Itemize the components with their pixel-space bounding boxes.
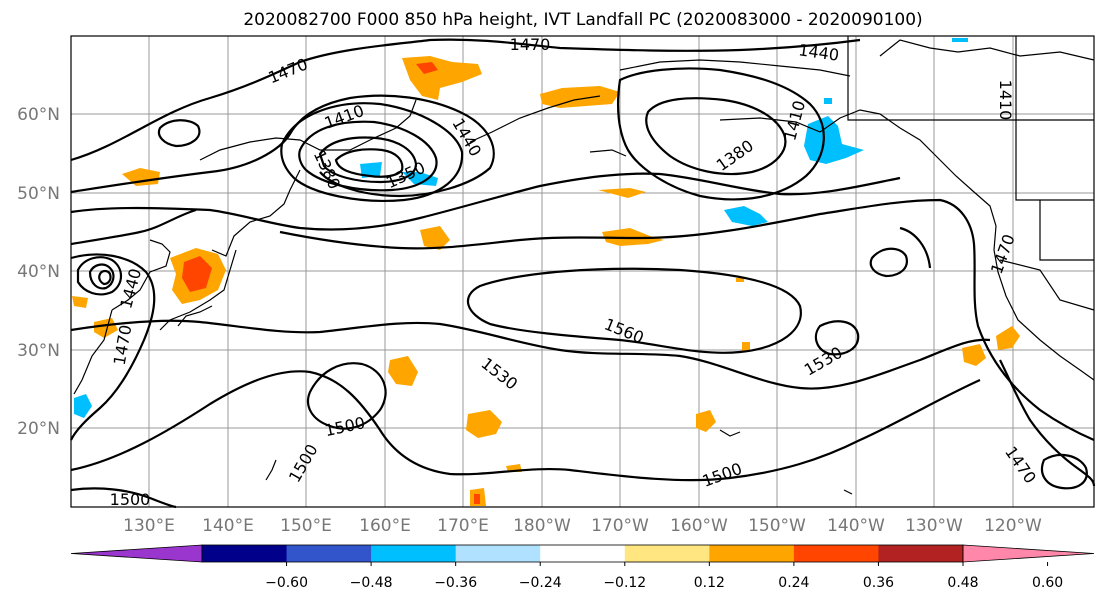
colorbar-bin	[540, 545, 626, 562]
lon-label: 170°E	[437, 516, 489, 536]
colorbar-tick-label: 0.60	[1032, 575, 1063, 591]
lon-label: 150°W	[748, 516, 806, 536]
ivt-positive-patches	[72, 56, 1020, 506]
colorbar-tick-label: −0.48	[350, 575, 393, 591]
latitude-labels: 60°N 50°N 40°N 30°N 20°N	[17, 105, 60, 439]
colorbar-outline	[201, 544, 964, 563]
lon-label: 170°W	[591, 516, 649, 536]
lon-label: 180°W	[513, 516, 571, 536]
contour-label: 1500	[110, 490, 151, 509]
map-panel: 1470 1470 1440 1440 1410 1380 1350 1410 …	[70, 35, 1096, 509]
colorbar-tick-label: −0.36	[434, 575, 477, 591]
lat-label: 60°N	[17, 105, 60, 125]
colorbar-tick-label: 0.12	[694, 575, 725, 591]
colorbar-bin	[878, 545, 964, 562]
lon-label: 150°E	[280, 516, 332, 536]
map-title: 2020082700 F000 850 hPa height, IVT Land…	[243, 10, 922, 30]
lon-label: 160°E	[359, 516, 411, 536]
colorbar-bin	[455, 545, 541, 562]
map-frame	[70, 35, 1095, 508]
contour-label: 1410	[996, 80, 1015, 121]
colorbar-tick-labels: −0.60 −0.48 −0.36 −0.24 −0.12 0.12 0.24 0.36 0.4…	[265, 562, 1063, 591]
longitude-labels: 130°E 140°E 150°E 160°E 170°E 180°W 170°…	[123, 516, 1042, 536]
lon-label: 140°E	[202, 516, 254, 536]
lat-label: 40°N	[17, 262, 60, 282]
height-contours	[70, 38, 1096, 509]
lon-label: 130°W	[905, 516, 963, 536]
lon-label: 140°W	[827, 516, 885, 536]
ivt-negative-patches	[74, 38, 968, 418]
colorbar-tick-label: −0.24	[519, 575, 562, 591]
lat-label: 30°N	[17, 341, 60, 361]
colorbar-extend-min	[70, 544, 203, 563]
colorbar-tick-label: −0.12	[603, 575, 646, 591]
colorbar-bin	[624, 545, 710, 562]
lat-label: 20°N	[17, 419, 60, 439]
colorbar-tick-label: 0.24	[778, 575, 809, 591]
colorbar-bin	[709, 545, 795, 562]
contour-label: 1470	[510, 35, 551, 54]
colorbar-tick-label: 0.48	[947, 575, 978, 591]
lon-label: 160°W	[670, 516, 728, 536]
colorbar	[70, 544, 1095, 563]
colorbar-tick-label: −0.60	[265, 575, 308, 591]
colorbar-bin	[202, 545, 288, 562]
colorbar-extend-max	[962, 544, 1095, 563]
colorbar-bin	[793, 545, 879, 562]
lat-label: 50°N	[17, 184, 60, 204]
lon-label: 130°E	[123, 516, 175, 536]
colorbar-bin	[286, 545, 372, 562]
lon-label: 120°W	[984, 516, 1042, 536]
colorbar-tick-label: 0.36	[863, 575, 894, 591]
colorbar-bin	[371, 545, 457, 562]
